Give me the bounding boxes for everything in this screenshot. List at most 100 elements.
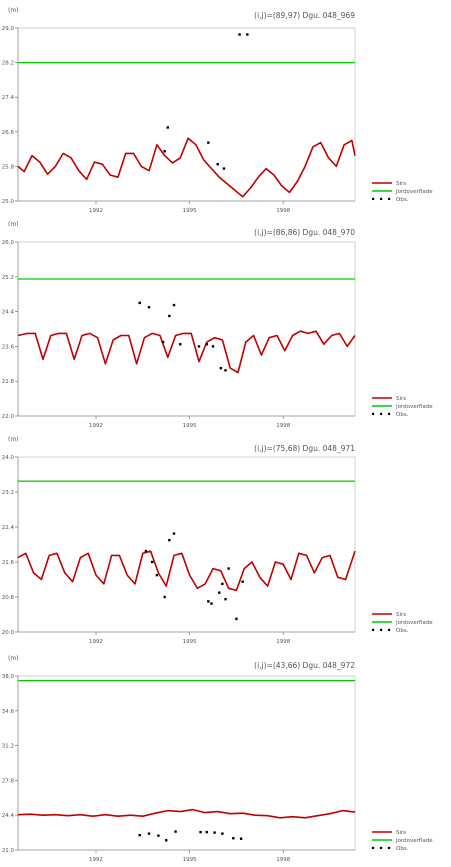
obs-point (172, 303, 176, 307)
legend-label: Obs. (396, 628, 409, 634)
y-tick-label: 24.4 (2, 813, 15, 819)
legend-swatch-obs (380, 846, 383, 849)
legend-label: Jordoverflade (395, 838, 433, 844)
obs-point (157, 834, 160, 837)
obs-point (163, 595, 166, 599)
legend-swatch-obs (372, 846, 375, 849)
y-tick-label: 23.2 (2, 490, 14, 496)
y-tick-label: 29.0 (2, 26, 15, 32)
y-tick-label: 28.2 (2, 61, 14, 67)
series-line-sirs (17, 550, 356, 592)
y-tick-label: 22.8 (2, 379, 15, 385)
y-tick-label: 22.0 (2, 414, 15, 420)
y-tick-label: 24.0 (2, 455, 15, 461)
legend-label: Sirs (396, 181, 406, 187)
obs-point (211, 345, 215, 348)
obs-point (238, 33, 241, 36)
x-tick-label: 1992 (89, 857, 103, 863)
obs-point (213, 831, 216, 834)
chart-title: (i,j)=(75,68) Dgu. 048_971 (254, 444, 355, 453)
legend-swatch-obs (388, 846, 391, 849)
obs-point (221, 582, 224, 586)
y-tick-label: 26.0 (2, 240, 15, 246)
obs-point (224, 369, 227, 372)
series-line-sirs (17, 808, 356, 819)
legend-label: Obs. (396, 197, 409, 203)
y-tick-label: 25.0 (2, 199, 15, 205)
y-tick-label: 27.8 (2, 778, 15, 784)
y-tick-label: 23.6 (2, 344, 15, 350)
obs-point (219, 366, 223, 370)
obs-point (216, 163, 219, 166)
obs-point (150, 560, 154, 564)
y-tick-label: 31.2 (2, 744, 14, 750)
obs-point (205, 343, 208, 346)
y-unit-label: (m) (8, 7, 19, 14)
obs-point (163, 150, 166, 153)
obs-point (224, 597, 227, 601)
obs-point (155, 573, 159, 577)
obs-point (147, 832, 151, 835)
x-tick-label: 1998 (276, 857, 290, 863)
chart-panel-4: (m) (i,j)=(43,66) Dgu. 048_972 21.0 24.4 27.… (2, 655, 433, 863)
legend-swatch-obs (372, 197, 375, 200)
obs-point (168, 314, 171, 318)
x-tick-label: 1995 (183, 208, 197, 214)
x-tick-label: 1995 (183, 857, 197, 863)
y-tick-label: 20.8 (2, 595, 15, 601)
obs-point (172, 532, 176, 535)
obs-point (227, 567, 230, 570)
x-tick-label: 1992 (89, 639, 103, 645)
legend-label: Jordoverflade (395, 189, 433, 195)
obs-point (197, 345, 201, 348)
obs-point (138, 833, 141, 837)
x-tick-label: 1992 (89, 423, 103, 429)
obs-point (239, 837, 243, 840)
y-tick-label: 34.6 (2, 709, 15, 715)
y-unit-label: (m) (8, 436, 19, 443)
obs-point (235, 617, 238, 621)
obs-point (241, 580, 244, 583)
legend-swatch-obs (380, 412, 383, 415)
obs-point (232, 837, 235, 840)
chart-title: (i,j)=(89,97) Dgu. 048_969 (254, 11, 355, 20)
chart-panel-3: (m) (i,j)=(75,68) Dgu. 048_971 20.0 20.8 21.… (2, 436, 433, 645)
y-tick-label: 26.6 (2, 130, 15, 136)
x-tick-label: 1998 (276, 423, 290, 429)
y-tick-label: 22.4 (2, 525, 15, 531)
x-tick-label: 1998 (276, 639, 290, 645)
obs-point (199, 830, 202, 834)
series-line-sirs (17, 137, 356, 198)
legend-swatch-obs (372, 628, 375, 631)
legend-swatch-obs (380, 197, 383, 200)
obs-point (207, 600, 210, 603)
chart-title: (i,j)=(43,66) Dgu. 048_972 (254, 661, 355, 670)
obs-point (147, 306, 151, 309)
legend-label: Sirs (396, 830, 406, 836)
legend-label: Obs. (396, 412, 409, 418)
legend-swatch-obs (388, 412, 391, 415)
y-tick-label: 24.4 (2, 310, 15, 316)
y-tick-label: 25.2 (2, 275, 14, 281)
y-tick-label: 27.4 (2, 95, 15, 101)
legend-label: Jordoverflade (395, 404, 433, 410)
obs-point (222, 167, 226, 170)
x-tick-label: 1995 (183, 639, 197, 645)
obs-point (205, 830, 208, 834)
chart-panel-1: (m) (i,j)=(89,97) Dgu. 048_969 25.0 25.8 26.… (2, 7, 433, 214)
legend-swatch-obs (388, 197, 391, 200)
obs-point (174, 830, 177, 833)
legend-swatch-obs (380, 628, 383, 631)
obs-point (165, 839, 168, 842)
obs-point (168, 538, 171, 542)
obs-point (221, 832, 224, 835)
obs-point (161, 340, 165, 344)
legend-label: Jordoverflade (395, 620, 433, 626)
y-tick-label: 38.0 (2, 674, 15, 680)
legend-label: Sirs (396, 612, 406, 618)
y-tick-label: 21.0 (2, 848, 15, 854)
y-unit-label: (m) (8, 655, 19, 662)
y-tick-label: 20.0 (2, 630, 15, 636)
x-tick-label: 1998 (276, 208, 290, 214)
